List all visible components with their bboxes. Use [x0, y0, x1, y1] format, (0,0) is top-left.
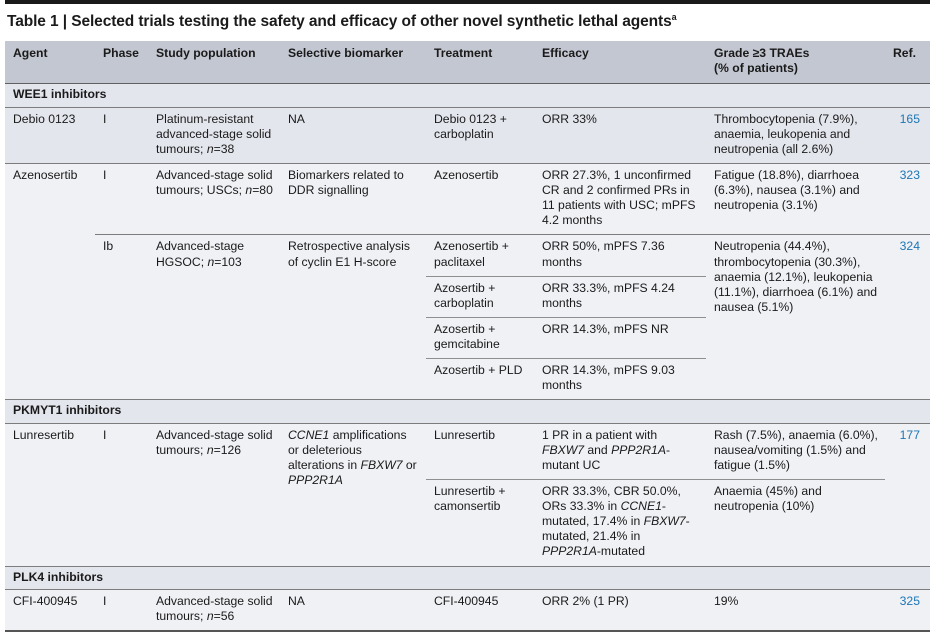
trials-table: Agent Phase Study population Selective b… [5, 41, 930, 632]
table-title-text: Table 1 | Selected trials testing the sa… [7, 13, 672, 31]
cell-treatment: Debio 0123 + carboplatin [426, 106, 534, 164]
column-header-ref: Ref. [885, 41, 930, 85]
cell-efficacy: ORR 14.3%, mPFS NR [534, 316, 706, 359]
cell-traes: Thrombocytopenia (7.9%), anaemia, leukop… [706, 106, 885, 164]
table-subrow: Azosertib + gemcitabine ORR 14.3%, mPFS … [5, 316, 930, 359]
column-header-study-population: Study population [148, 41, 280, 85]
cell-treatment: Azosertib + carboplatin [426, 275, 534, 318]
cell-efficacy: ORR 2% (1 PR) [534, 589, 706, 631]
cell-study-population: Advanced-stage HGSOC; n=103 [148, 234, 280, 400]
cell-agent: Lunresertib [5, 423, 95, 567]
table-row: CFI-400945 I Advanced-stage solid tumour… [5, 589, 930, 631]
column-header-efficacy: Efficacy [534, 41, 706, 85]
table-subrow: Azosertib + carboplatin ORR 33.3%, mPFS … [5, 275, 930, 318]
cell-phase: Ib [95, 234, 148, 400]
cell-traes: Rash (7.5%), anaemia (6.0%), nausea/vomi… [706, 423, 885, 480]
column-header-agent: Agent [5, 41, 95, 85]
column-header-selective-biomarker: Selective biomarker [280, 41, 426, 85]
cell-traes: Anaemia (45%) and neutropenia (10%) [706, 478, 885, 567]
cell-treatment: Azenosertib + paclitaxel [426, 234, 534, 277]
cell-treatment: Azosertib + PLD [426, 358, 534, 400]
ref-link[interactable]: 325 [899, 593, 920, 608]
cell-traes: Neutropenia (44.4%), thrombocytopenia (3… [706, 234, 885, 400]
cell-phase: I [95, 423, 148, 567]
cell-treatment: Azosertib + gemcitabine [426, 316, 534, 359]
cell-biomarker: Biomarkers related to DDR signalling [280, 162, 426, 235]
cell-efficacy: ORR 33.3%, CBR 50.0%, ORs 33.3% in CCNE1… [534, 478, 706, 567]
table-title: Table 1 | Selected trials testing the sa… [7, 12, 930, 31]
cell-efficacy: ORR 27.3%, 1 unconfirmed CR and 2 confir… [534, 162, 706, 235]
cell-efficacy: ORR 33.3%, mPFS 4.24 months [534, 275, 706, 318]
table-row: Lunresertib I Advanced-stage solid tumou… [5, 423, 930, 567]
cell-study-population: Advanced-stage solid tumours; n=56 [148, 589, 280, 631]
cell-ref: 324 [885, 234, 930, 400]
cell-study-population: Advanced-stage solid tumours; USCs; n=80 [148, 162, 280, 235]
cell-efficacy: 1 PR in a patient with FBXW7 and PPP2R1A… [534, 423, 706, 480]
column-header-phase: Phase [95, 41, 148, 85]
table-row: Azenosertib I Advanced-stage solid tumou… [5, 162, 930, 400]
section-label: PKMYT1 inhibitors [5, 399, 930, 424]
table-row: Ib Advanced-stage HGSOC; n=103 Retrospec… [5, 234, 930, 400]
cell-efficacy: ORR 14.3%, mPFS 9.03 months [534, 358, 706, 400]
column-header-traes: Grade ≥3 TRAEs (% of patients) [706, 41, 885, 85]
cell-ref: 323 [885, 162, 930, 235]
cell-efficacy: ORR 33% [534, 106, 706, 164]
cell-biomarker: Retrospective analysis of cyclin E1 H-sc… [280, 234, 426, 400]
cell-agent: CFI-400945 [5, 589, 95, 631]
footnote-marker: a [671, 12, 677, 22]
cell-treatment: CFI-400945 [426, 589, 534, 631]
cell-study-population: Advanced-stage solid tumours; n=126 [148, 423, 280, 567]
section-label: WEE1 inhibitors [5, 83, 930, 108]
section-header-row: PKMYT1 inhibitors [5, 399, 930, 424]
table-top-rule [5, 0, 930, 4]
ref-link[interactable]: 323 [899, 167, 920, 182]
cell-phase: I [95, 106, 148, 164]
cell-agent: Debio 0123 [5, 106, 95, 164]
cell-agent: Azenosertib [5, 162, 95, 400]
ref-link[interactable]: 165 [899, 111, 920, 126]
table-subrow: Lunresertib + camonsertib ORR 33.3%, CBR… [5, 478, 930, 567]
cell-ref: 177 [885, 423, 930, 567]
cell-study-population: Platinum-resistant advanced-stage solid … [148, 106, 280, 164]
ref-link[interactable]: 177 [899, 427, 920, 442]
cell-biomarker: CCNE1 amplifications or deleterious alte… [280, 423, 426, 567]
cell-ref: 325 [885, 589, 930, 631]
table-row: Debio 0123 I Platinum-resistant advanced… [5, 106, 930, 164]
cell-traes: 19% [706, 589, 885, 631]
section-header-row: WEE1 inhibitors [5, 83, 930, 108]
table-subrow: Azosertib + PLD ORR 14.3%, mPFS 9.03 mon… [5, 358, 930, 400]
ref-link[interactable]: 324 [899, 239, 920, 254]
cell-biomarker: NA [280, 589, 426, 631]
cell-treatment: Azenosertib [426, 162, 534, 235]
cell-ref: 165 [885, 106, 930, 164]
header-row: Agent Phase Study population Selective b… [5, 41, 930, 85]
column-header-treatment: Treatment [426, 41, 534, 85]
cell-biomarker: NA [280, 106, 426, 164]
cell-treatment: Lunresertib [426, 423, 534, 480]
cell-treatment: Lunresertib + camonsertib [426, 478, 534, 567]
cell-phase: I [95, 162, 148, 235]
cell-traes: Fatigue (18.8%), diarrhoea (6.3%), nause… [706, 162, 885, 235]
cell-efficacy: ORR 50%, mPFS 7.36 months [534, 234, 706, 277]
cell-phase: I [95, 589, 148, 631]
